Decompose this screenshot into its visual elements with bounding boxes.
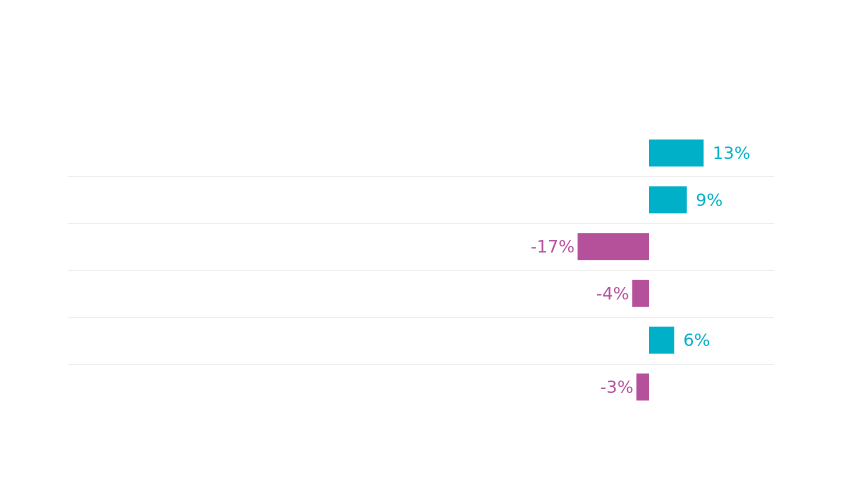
bar-value-label: 9% xyxy=(696,191,723,211)
bar xyxy=(636,373,649,401)
bar-value-label: -17% xyxy=(531,238,575,258)
bar-value-label: -3% xyxy=(600,378,633,398)
bar-value-label: 6% xyxy=(683,331,710,351)
bar xyxy=(632,279,649,307)
bar xyxy=(577,233,649,261)
bar xyxy=(649,186,687,214)
bar xyxy=(649,326,675,354)
bar xyxy=(649,139,704,167)
bar-value-label: 13% xyxy=(713,144,751,164)
bar-value-label: -4% xyxy=(596,284,629,304)
